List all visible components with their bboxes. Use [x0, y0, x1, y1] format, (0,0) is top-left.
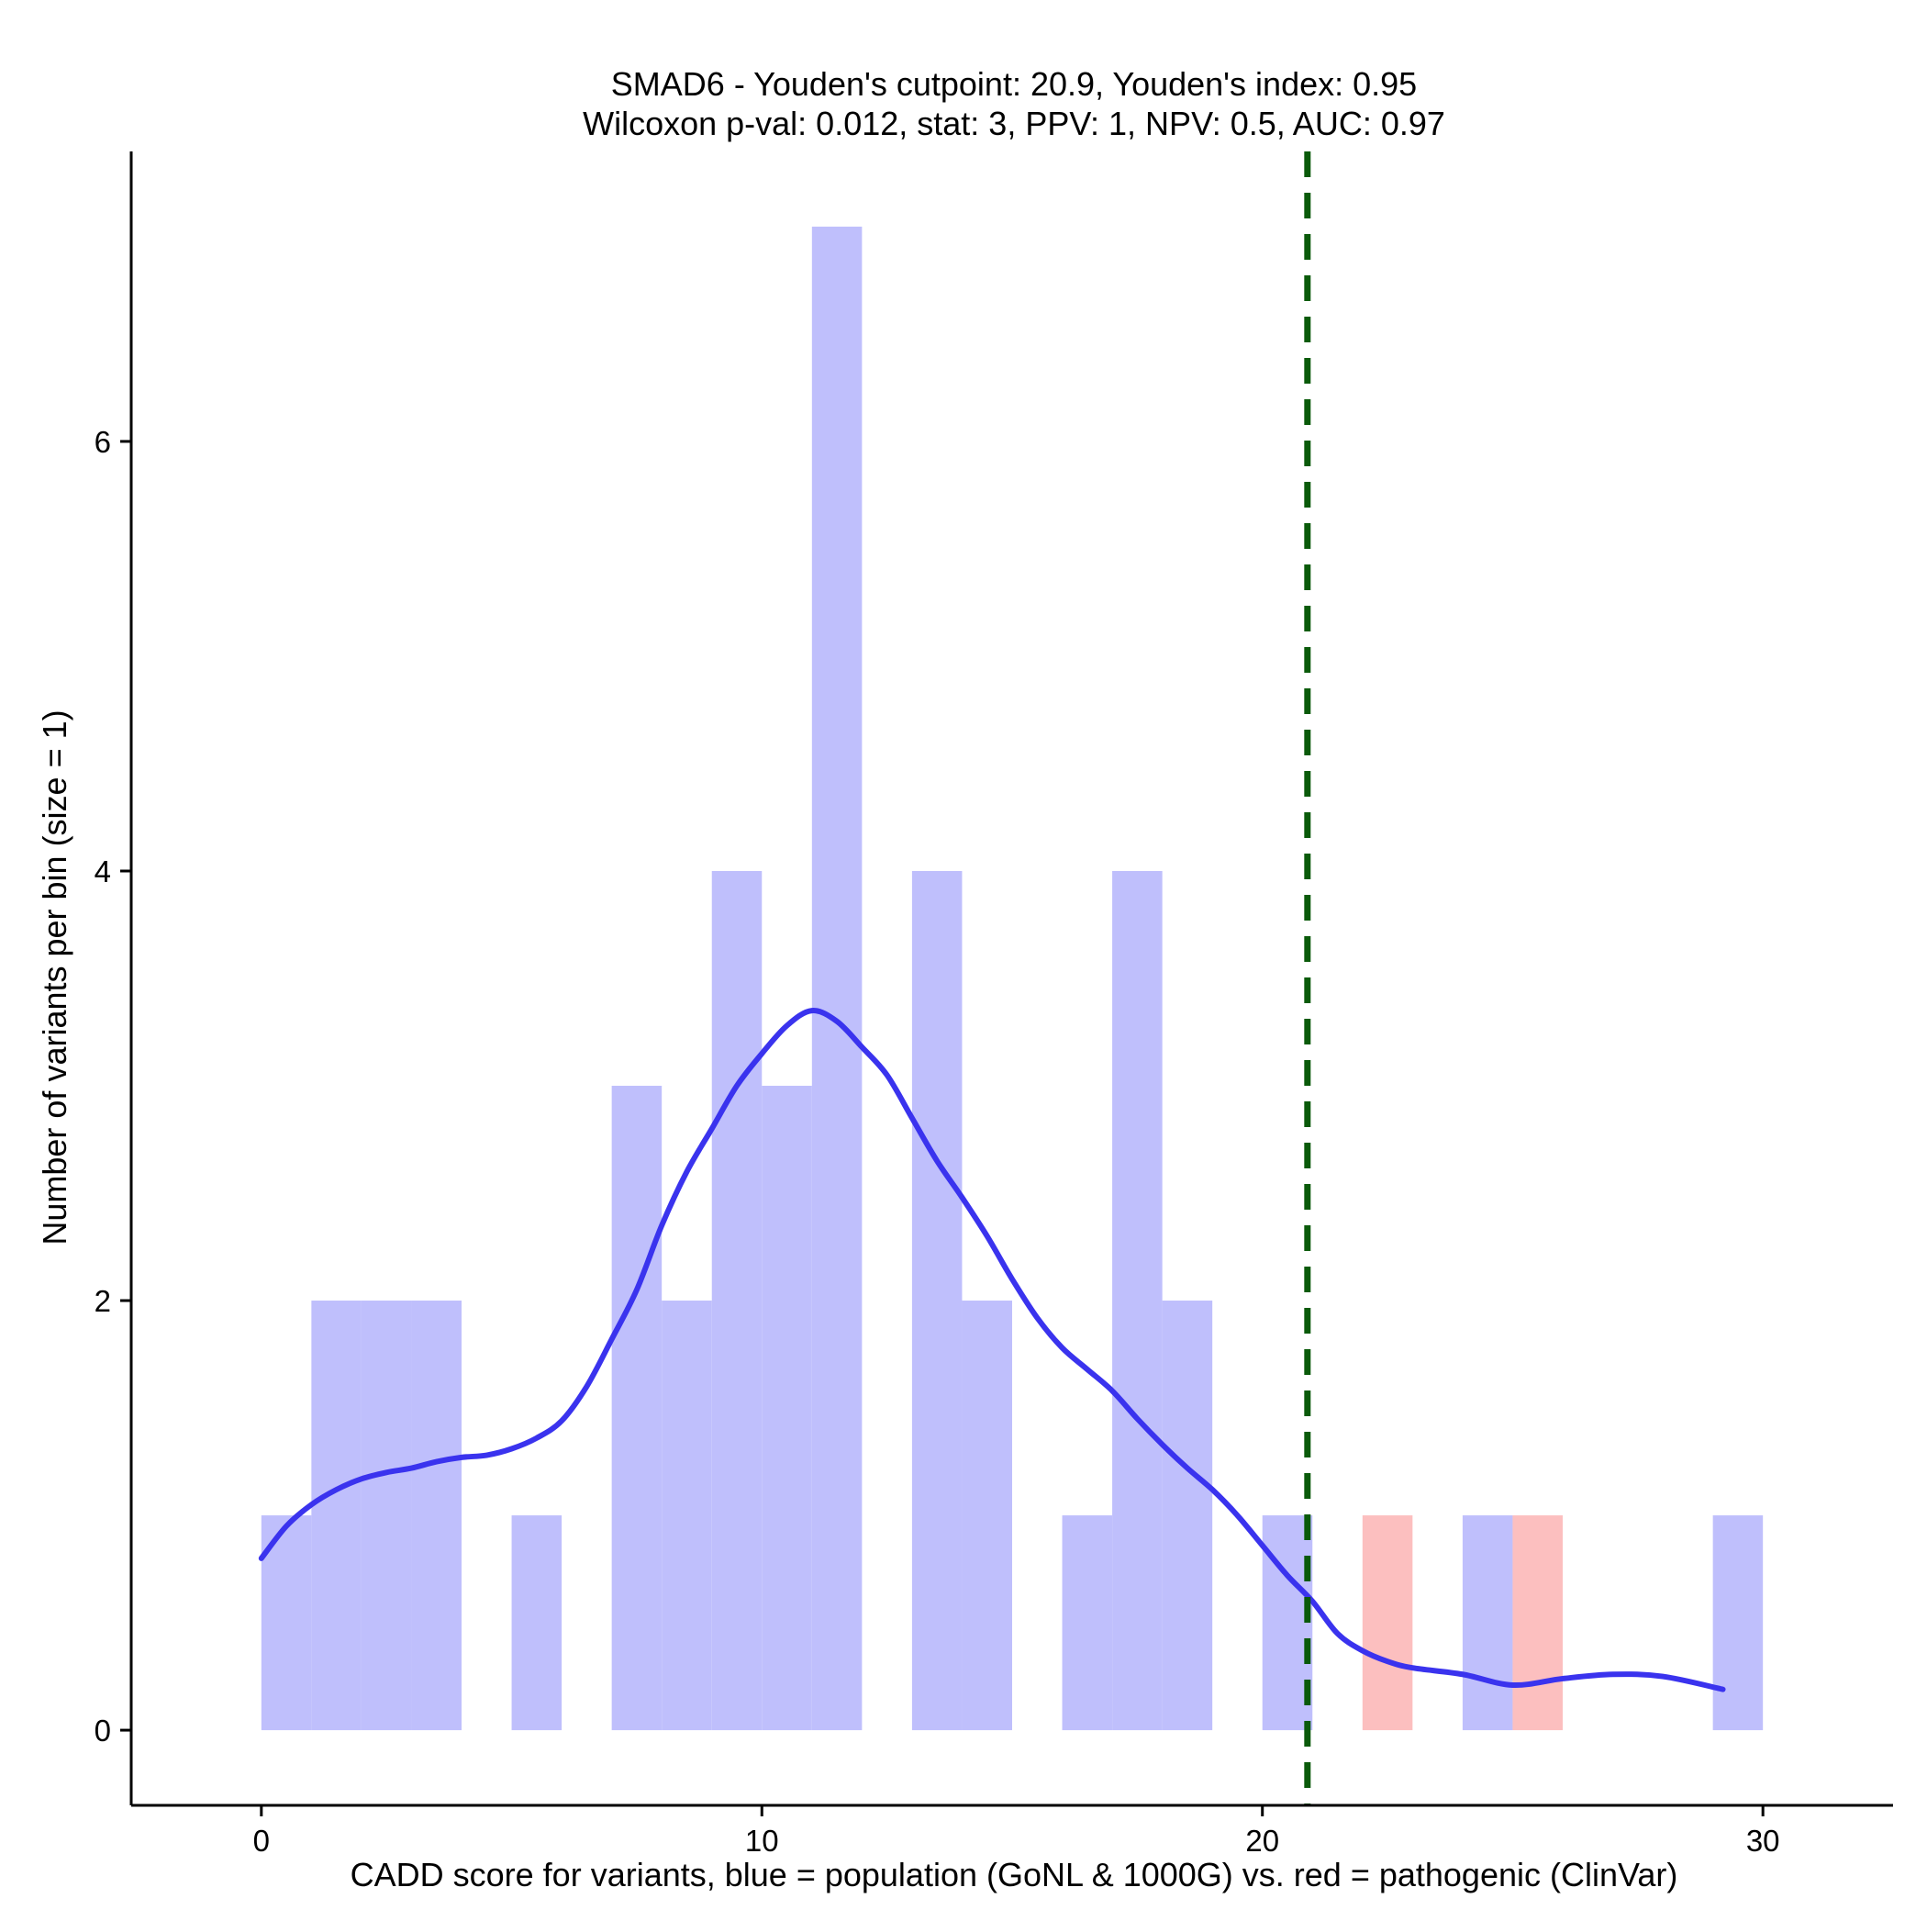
population-bar — [611, 1086, 663, 1731]
axes — [120, 151, 1893, 1816]
y-tick-label: 0 — [95, 1714, 111, 1748]
population-bar — [662, 1301, 712, 1731]
density-layer — [258, 1008, 1726, 1692]
chart-title-line-1: SMAD6 - Youden's cutpoint: 20.9, Youden'… — [611, 65, 1417, 103]
x-tick-label: 30 — [1746, 1824, 1780, 1858]
x-tick-label: 20 — [1245, 1824, 1279, 1858]
population-bar — [962, 1301, 1012, 1731]
tick-labels: 0 10 20 30 0 2 4 6 — [95, 425, 1780, 1858]
population-bar — [1062, 1515, 1113, 1731]
population-bar — [361, 1301, 412, 1731]
pathogenic-bar — [1512, 1515, 1563, 1731]
population-bar — [411, 1301, 462, 1731]
population-bar — [1162, 1301, 1213, 1731]
x-tick-label: 0 — [253, 1824, 270, 1858]
population-bar — [911, 870, 963, 1731]
population-bar — [1262, 1515, 1313, 1731]
population-bar — [811, 226, 863, 1731]
population-bar — [311, 1301, 362, 1731]
x-axis-title: CADD score for variants, blue = populati… — [351, 1856, 1678, 1893]
x-tick-label: 10 — [745, 1824, 779, 1858]
population-bar — [1462, 1515, 1513, 1731]
y-tick-label: 6 — [95, 425, 111, 459]
y-tick-label: 4 — [95, 854, 111, 888]
population-bar — [762, 1086, 812, 1731]
density-curve — [258, 1008, 1726, 1692]
pathogenic-bars — [1362, 1515, 1563, 1731]
y-tick-label: 2 — [95, 1284, 111, 1318]
population-bar — [1112, 870, 1163, 1731]
population-bar — [1712, 1515, 1764, 1731]
population-bars — [261, 226, 1764, 1731]
population-bar — [711, 870, 763, 1731]
y-axis-title: Number of variants per bin (size = 1) — [36, 709, 73, 1245]
chart-title-line-2: Wilcoxon p-val: 0.012, stat: 3, PPV: 1, … — [583, 105, 1445, 142]
population-bar — [511, 1515, 563, 1731]
pathogenic-bar — [1362, 1515, 1413, 1731]
